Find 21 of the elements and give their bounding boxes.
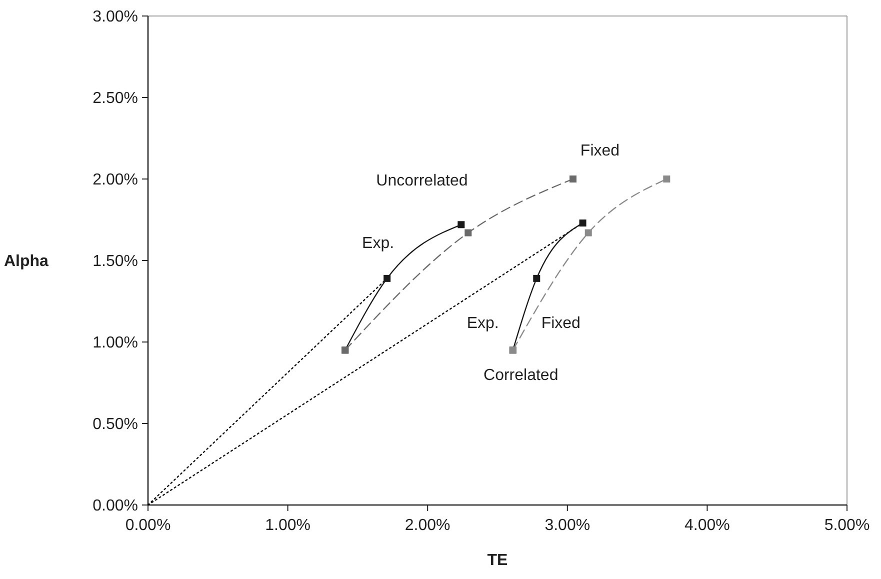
y-tick-label: 3.00% xyxy=(92,8,138,26)
series-label: Exp. xyxy=(466,314,499,332)
x-tick-label: 4.00% xyxy=(684,517,730,534)
series-label: Exp. xyxy=(362,235,394,252)
series-label: Fixed xyxy=(580,142,620,160)
x-axis-title: TE xyxy=(487,552,508,569)
x-tick-label: 5.00% xyxy=(824,517,870,534)
y-tick-label: 1.00% xyxy=(92,334,138,352)
y-tick-label: 0.50% xyxy=(92,416,138,434)
y-tick-label: 2.50% xyxy=(92,90,138,108)
annotation: Uncorrelated xyxy=(376,172,468,190)
x-tick-label: 2.00% xyxy=(404,517,450,534)
y-tick-label: 0.00% xyxy=(92,498,138,515)
x-tick-label: 0.00% xyxy=(125,517,171,534)
x-tick-label: 3.00% xyxy=(544,517,590,534)
series-label: Fixed xyxy=(541,314,580,332)
x-tick-label: 1.00% xyxy=(265,517,310,534)
y-tick-label: 2.00% xyxy=(92,172,138,189)
annotation: Correlated xyxy=(484,366,558,384)
y-tick-label: 1.50% xyxy=(92,253,138,270)
y-axis-title: Alpha xyxy=(4,253,49,270)
